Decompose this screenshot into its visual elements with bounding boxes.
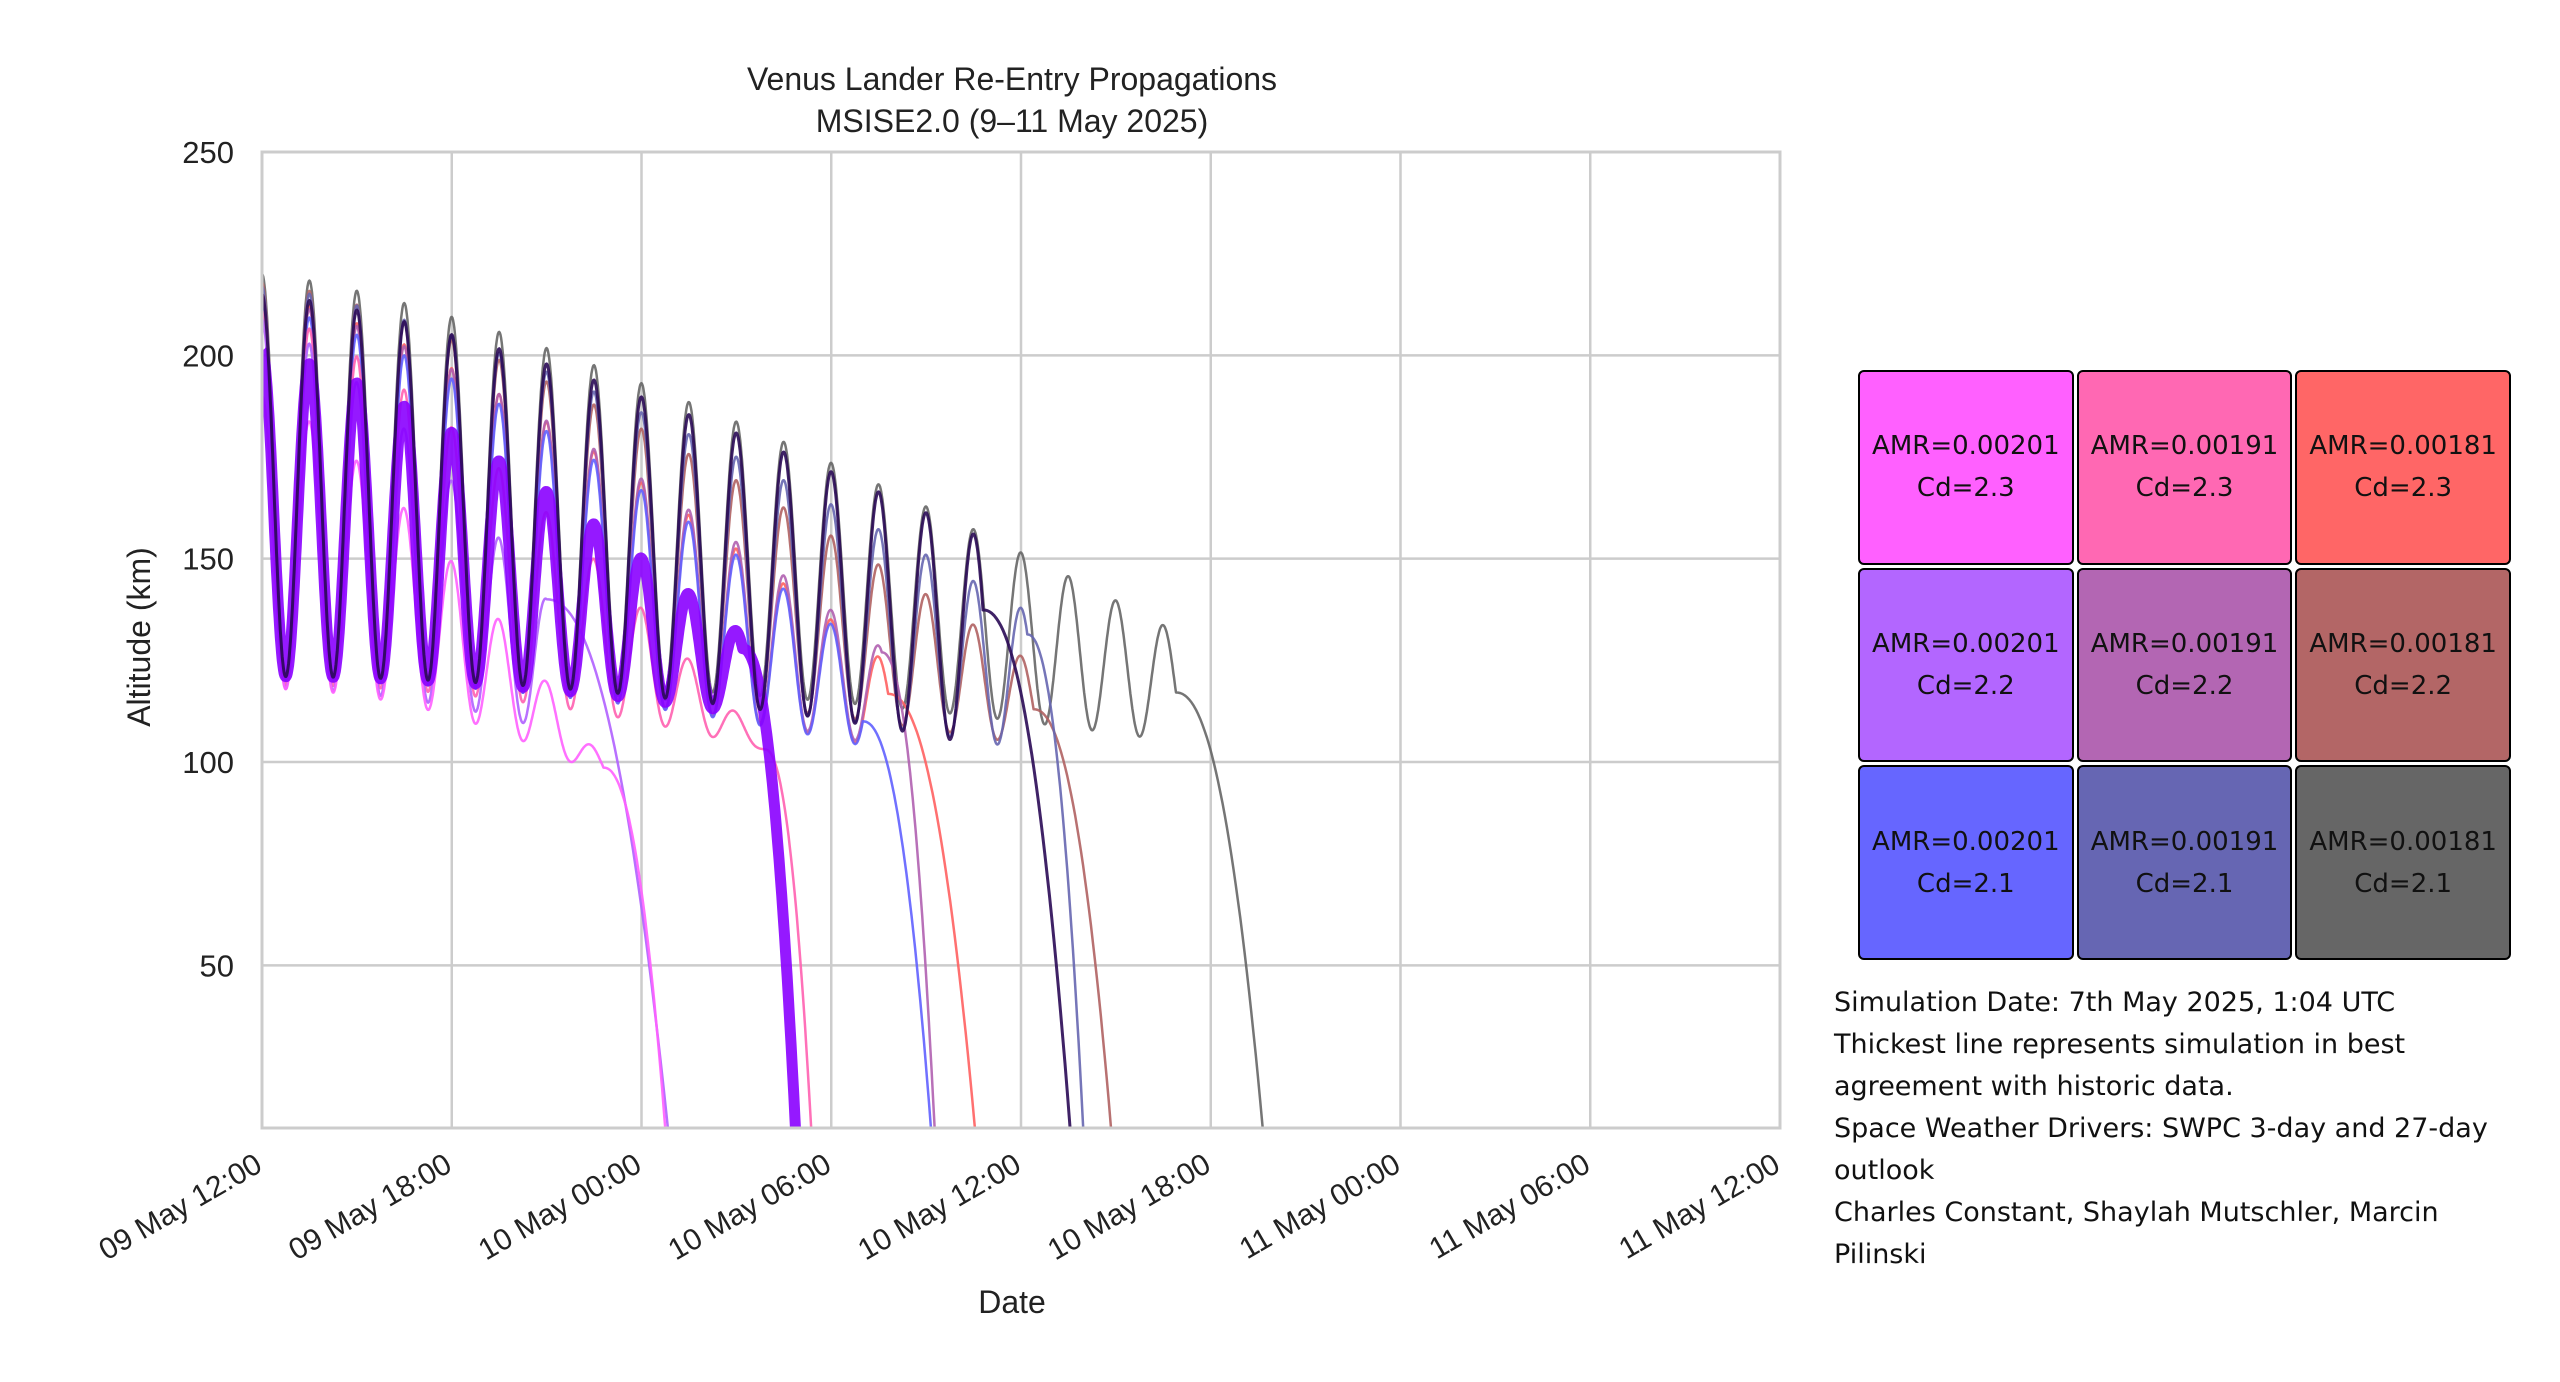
legend-cd: Cd=2.3 [2354, 473, 2453, 504]
legend-cd: Cd=2.2 [1916, 670, 2015, 701]
grid-lines [260, 150, 1782, 1128]
legend-cd: Cd=2.3 [1916, 473, 2015, 504]
tick-labels: 09 May 12:00 09 May 18:00 10 May 00:00 10 M… [94, 135, 1786, 1267]
x-tick-label: 10 May 06:00 [663, 1147, 837, 1266]
x-tick-label: 11 May 12:00 [1613, 1147, 1785, 1265]
y-tick-label: 50 [200, 948, 234, 983]
simulation-date: Simulation Date: 7th May 2025, 1:04 UTC [1834, 987, 2396, 1018]
thickest-line-note-cont: agreement with historic data. [1834, 1071, 2234, 1102]
legend-amr: AMR=0.00191 [2090, 628, 2279, 659]
legend-cell: AMR=0.00191 Cd=2.1 [2076, 765, 2293, 960]
legend-cell: AMR=0.00181 Cd=2.3 [2295, 370, 2511, 565]
legend-amr: AMR=0.00201 [1872, 628, 2060, 659]
legend-cd: Cd=2.1 [2135, 868, 2234, 899]
y-tick-label: 200 [182, 338, 234, 373]
authors-cont: Pilinski [1834, 1239, 1927, 1270]
series-line [262, 317, 670, 1128]
x-tick-label: 11 May 06:00 [1424, 1147, 1596, 1265]
legend-amr: AMR=0.00181 [2309, 431, 2497, 462]
legend-cell: AMR=0.00201 Cd=2.3 [1858, 370, 2074, 565]
space-weather-drivers-cont: outlook [1834, 1155, 1935, 1186]
legend-amr: AMR=0.00201 [1872, 826, 2060, 857]
series-line [262, 285, 1085, 1128]
legend-cell: AMR=0.00181 Cd=2.2 [2295, 567, 2511, 763]
x-axis-label: Date [978, 1284, 1046, 1320]
legend-amr: AMR=0.00191 [2090, 826, 2279, 857]
legend-cd: Cd=2.3 [2135, 473, 2234, 504]
legend-amr: AMR=0.00181 [2309, 628, 2497, 659]
x-tick-label: 09 May 12:00 [94, 1147, 268, 1266]
space-weather-drivers: Space Weather Drivers: SWPC 3-day and 27… [1834, 1113, 2488, 1144]
series-line [262, 346, 801, 1128]
y-tick-label: 100 [182, 745, 234, 780]
legend-cd: Cd=2.1 [1916, 868, 2015, 899]
legend-cell: AMR=0.00201 Cd=2.1 [1858, 765, 2074, 960]
legend: AMR=0.00201 Cd=2.3 AMR=0.00191 Cd=2.3 AMR=… [1858, 370, 2511, 960]
legend-cell: AMR=0.00191 Cd=2.2 [2076, 567, 2293, 763]
y-tick-label: 150 [182, 542, 234, 577]
x-tick-label: 10 May 00:00 [473, 1147, 647, 1266]
legend-cd: Cd=2.1 [2354, 868, 2453, 899]
y-axis-label: Altitude (km) [121, 547, 157, 727]
simulation-info: Simulation Date: 7th May 2025, 1:04 UTC … [1834, 982, 2534, 1276]
legend-cell: AMR=0.00201 Cd=2.2 [1858, 567, 2074, 763]
legend-cell: AMR=0.00191 Cd=2.3 [2076, 370, 2293, 565]
series-line [262, 293, 977, 1128]
series-lines [262, 273, 1264, 1128]
authors: Charles Constant, Shaylah Mutschler, Mar… [1834, 1197, 2439, 1228]
chart-subtitle: MSISE2.0 (9–11 May 2025) [816, 103, 1209, 139]
chart-title: Venus Lander Re-Entry Propagations [747, 61, 1277, 97]
legend-cd: Cd=2.2 [2135, 670, 2234, 701]
legend-cell: AMR=0.00181 Cd=2.1 [2295, 765, 2511, 960]
legend-amr: AMR=0.00191 [2090, 431, 2279, 462]
legend-amr: AMR=0.00201 [1872, 431, 2060, 462]
x-tick-label: 11 May 00:00 [1234, 1147, 1406, 1265]
legend-cd: Cd=2.2 [2354, 670, 2453, 701]
x-tick-label: 10 May 18:00 [1042, 1147, 1216, 1266]
series-line [262, 281, 1113, 1128]
y-tick-label: 250 [182, 135, 234, 170]
x-tick-label: 09 May 18:00 [283, 1147, 457, 1266]
series-line [262, 293, 1072, 1128]
plot-frame [260, 150, 1782, 1130]
x-tick-label: 10 May 12:00 [853, 1147, 1027, 1266]
legend-amr: AMR=0.00181 [2309, 826, 2497, 857]
thickest-line-note: Thickest line represents simulation in b… [1834, 1029, 2406, 1060]
